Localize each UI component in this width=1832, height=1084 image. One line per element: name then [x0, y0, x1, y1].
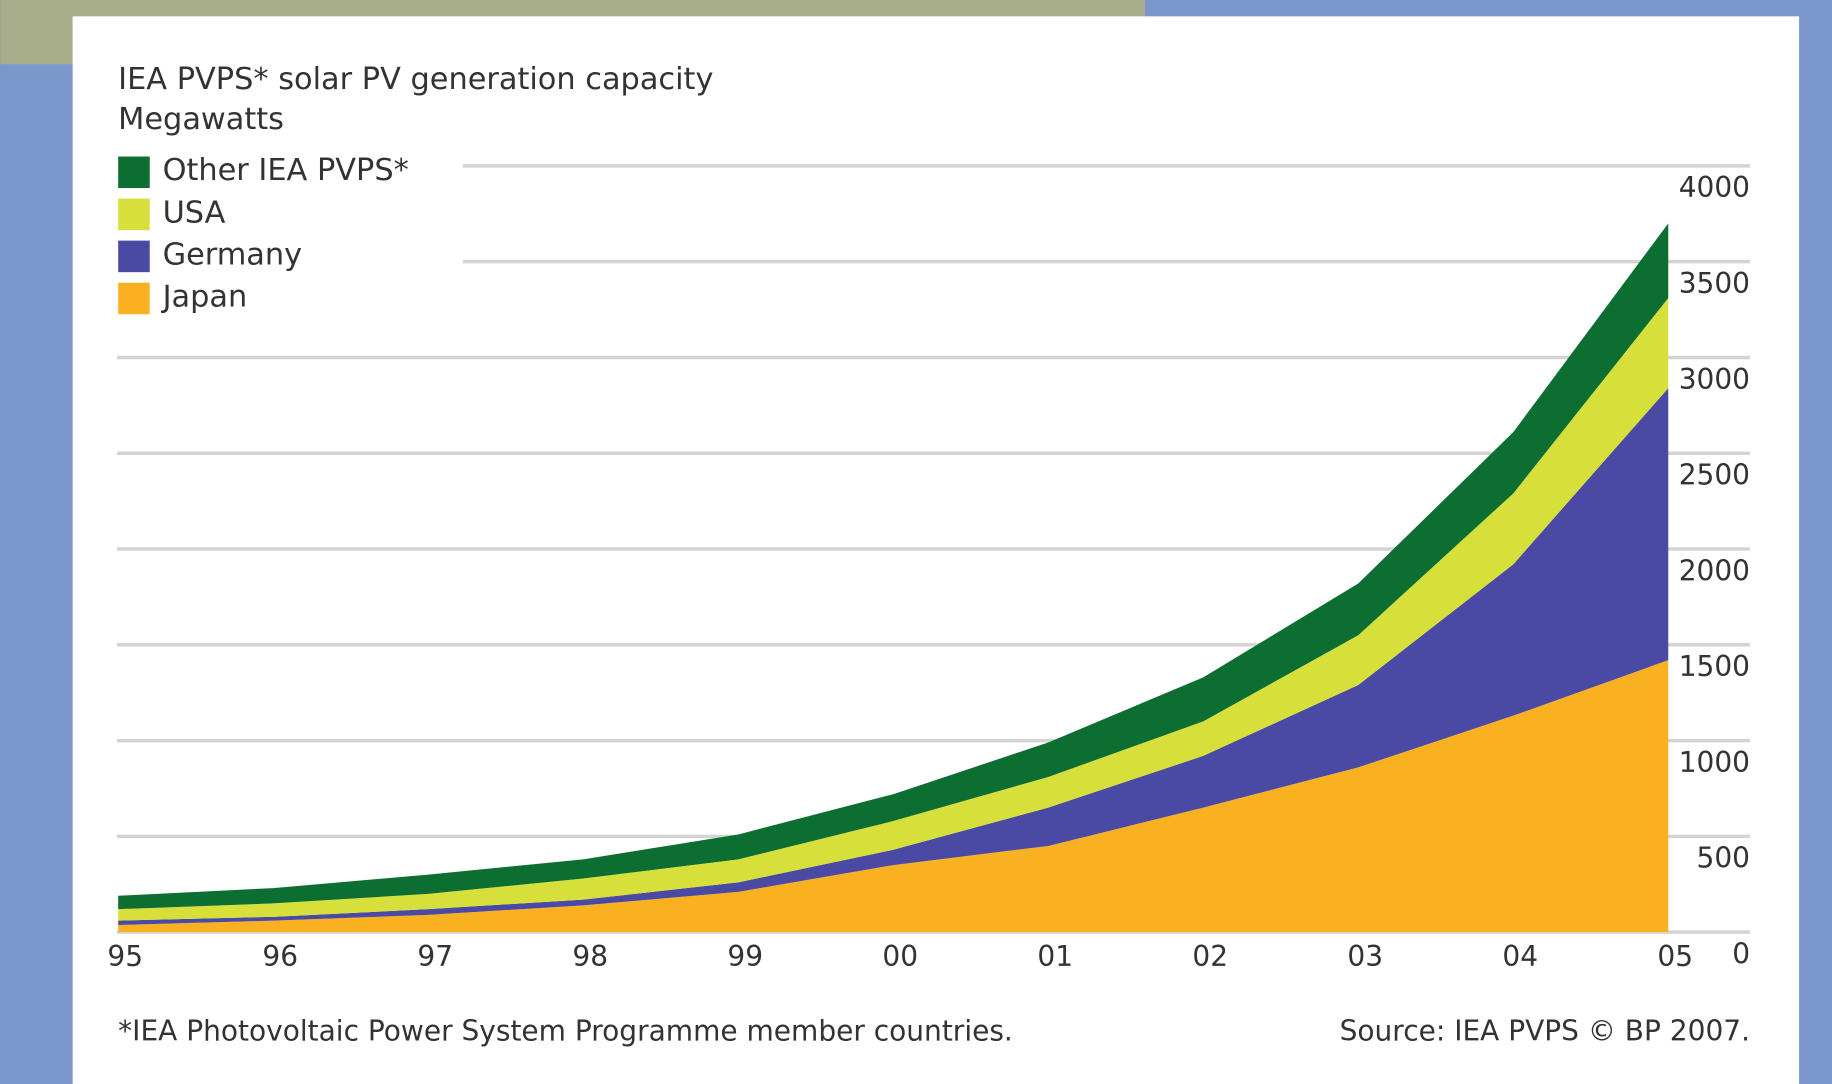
y-tick-label: 2500 [1679, 459, 1750, 492]
y-tick-label: 3000 [1679, 363, 1750, 396]
legend-label: Japan [161, 279, 248, 314]
legend-swatch [118, 199, 150, 231]
legend-swatch [118, 157, 150, 189]
x-tick-label: 96 [262, 940, 298, 973]
x-tick-label: 99 [727, 940, 763, 973]
y-tick-label: 0 [1732, 938, 1750, 971]
chart-title: IEA PVPS* solar PV generation capacity [118, 62, 713, 97]
legend-label: Other IEA PVPS* [163, 153, 409, 188]
x-tick-label: 97 [417, 940, 453, 973]
footnote: *IEA Photovoltaic Power System Programme… [118, 1015, 1013, 1048]
x-tick-label: 00 [882, 940, 918, 973]
source: Source: IEA PVPS © BP 2007. [1340, 1015, 1750, 1048]
legend-swatch [118, 283, 150, 315]
x-tick-label: 95 [107, 940, 143, 973]
chart: 0500100015002000250030003500400095969798… [0, 0, 1832, 1084]
x-tick-label: 03 [1347, 940, 1383, 973]
y-tick-label: 1500 [1679, 650, 1750, 683]
x-tick-label: 04 [1502, 940, 1538, 973]
chart-subtitle: Megawatts [118, 102, 284, 137]
y-tick-label: 1000 [1679, 746, 1750, 779]
y-tick-label: 2000 [1679, 554, 1750, 587]
y-tick-label: 3500 [1679, 267, 1750, 300]
x-tick-label: 01 [1037, 940, 1073, 973]
legend-label: Germany [163, 237, 303, 272]
x-tick-label: 98 [572, 940, 608, 973]
y-tick-label: 4000 [1679, 171, 1750, 204]
legend-swatch [118, 241, 150, 273]
y-tick-label: 500 [1697, 842, 1750, 875]
legend-label: USA [163, 195, 226, 230]
x-tick-label: 05 [1657, 940, 1693, 973]
x-tick-label: 02 [1192, 940, 1228, 973]
